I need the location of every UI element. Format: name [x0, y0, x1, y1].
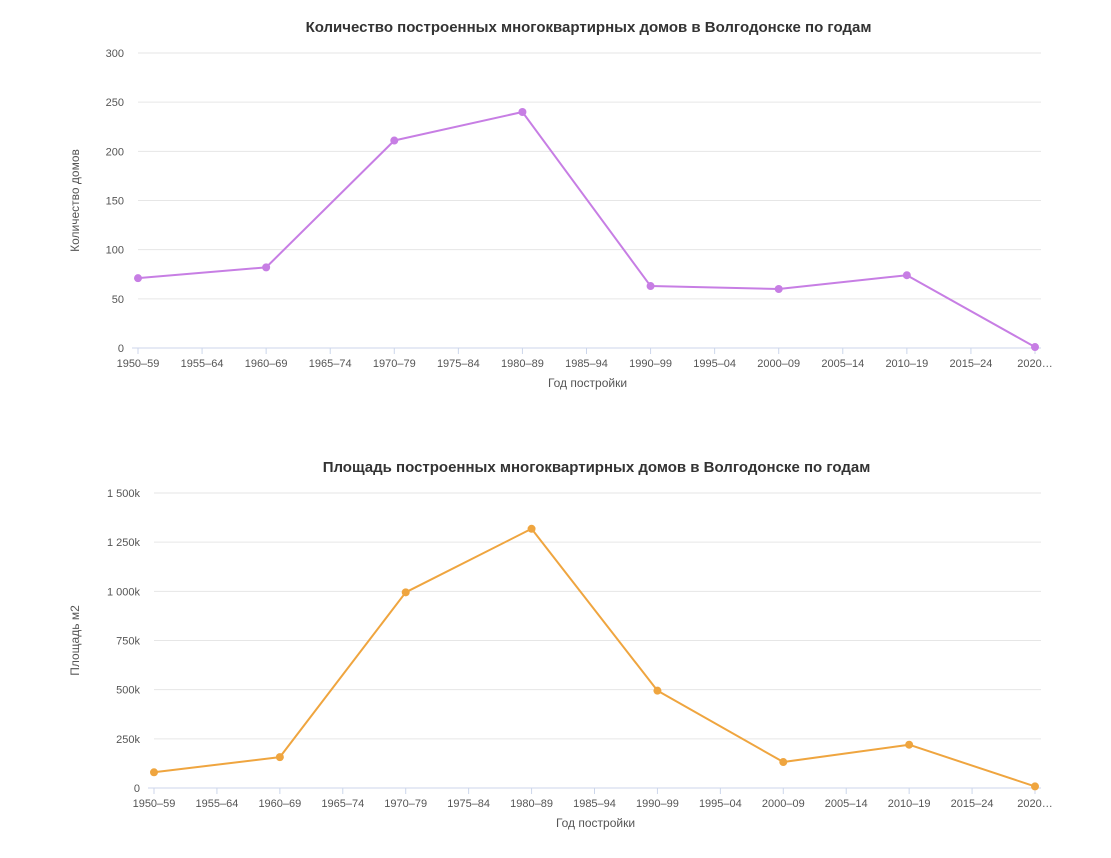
area-data-point[interactable]: [779, 758, 788, 767]
area-x-axis-title: Год постройки: [556, 816, 635, 830]
area-ytick-label: 1 500k: [107, 488, 141, 500]
area-data-point[interactable]: [150, 768, 158, 777]
chart-area-svg: Площадь построенных многоквартирных домо…: [68, 459, 1053, 830]
count-xtick-label: 2020…: [1017, 358, 1052, 370]
area-data-point[interactable]: [527, 524, 536, 533]
count-ytick-label: 0: [118, 343, 124, 355]
area-xtick-label: 2020…: [1017, 798, 1052, 810]
count-data-point[interactable]: [1031, 343, 1039, 352]
count-xtick-label: 1955–64: [181, 358, 224, 370]
area-xtick-label: 2015–24: [951, 798, 994, 810]
area-ytick-label: 250k: [116, 734, 140, 746]
count-xtick-label: 2000–09: [757, 358, 800, 370]
chart-count-svg: Количество построенных многоквартирных д…: [68, 19, 1053, 390]
count-x-axis-title: Год постройки: [548, 376, 627, 390]
count-xtick-label: 1985–94: [565, 358, 608, 370]
area-ytick-label: 0: [134, 783, 140, 795]
area-ytick-label: 1 250k: [107, 537, 141, 549]
area-title: Площадь построенных многоквартирных домо…: [323, 459, 871, 476]
count-xtick-label: 1950–59: [117, 358, 160, 370]
count-xtick-label: 1965–74: [309, 358, 352, 370]
count-data-point[interactable]: [518, 108, 527, 116]
chart-area: Площадь построенных многоквартирных домо…: [0, 440, 1111, 858]
area-xtick-label: 2000–09: [762, 798, 805, 810]
count-series-line: [137, 111, 1036, 348]
chart-count: Количество построенных многоквартирных д…: [0, 0, 1111, 420]
count-ytick-label: 300: [106, 48, 124, 60]
area-ytick-label: 500k: [116, 685, 140, 697]
area-ytick-label: 750k: [116, 636, 140, 648]
count-xtick-label: 1960–69: [245, 358, 288, 370]
area-xtick-label: 2005–14: [825, 798, 868, 810]
count-xtick-label: 2015–24: [950, 358, 993, 370]
area-xtick-label: 1965–74: [321, 798, 364, 810]
count-xtick-label: 1975–84: [437, 358, 480, 370]
area-xtick-label: 1990–99: [636, 798, 679, 810]
count-data-point[interactable]: [646, 282, 655, 291]
count-ytick-label: 200: [106, 146, 124, 158]
count-ytick-label: 100: [106, 245, 124, 257]
count-y-axis-title: Количество домов: [68, 149, 82, 252]
area-data-point[interactable]: [1031, 782, 1039, 791]
area-xtick-label: 1980–89: [510, 798, 553, 810]
count-xtick-label: 2010–19: [885, 358, 928, 370]
count-xtick-label: 1980–89: [501, 358, 544, 370]
count-xtick-label: 1990–99: [629, 358, 672, 370]
area-series-line: [153, 527, 1036, 788]
area-xtick-label: 1955–64: [196, 798, 239, 810]
area-xtick-label: 1950–59: [133, 798, 176, 810]
area-xtick-label: 1960–69: [258, 798, 301, 810]
area-data-point[interactable]: [401, 588, 410, 597]
count-ytick-label: 250: [106, 97, 124, 109]
area-data-point[interactable]: [275, 753, 284, 762]
count-data-point[interactable]: [902, 271, 911, 280]
area-ytick-label: 1 000k: [107, 586, 141, 598]
area-xtick-label: 1995–04: [699, 798, 742, 810]
area-data-point[interactable]: [905, 740, 914, 749]
area-xtick-label: 1970–79: [384, 798, 427, 810]
count-title: Количество построенных многоквартирных д…: [306, 19, 872, 36]
count-data-point[interactable]: [390, 136, 399, 145]
count-data-point[interactable]: [262, 263, 271, 272]
count-xtick-label: 1995–04: [693, 358, 736, 370]
area-y-axis-title: Площадь м2: [68, 605, 82, 676]
area-data-point[interactable]: [653, 686, 662, 695]
count-xtick-label: 2005–14: [821, 358, 864, 370]
area-xtick-label: 1985–94: [573, 798, 616, 810]
count-xtick-label: 1970–79: [373, 358, 416, 370]
count-ytick-label: 50: [112, 294, 124, 306]
area-xtick-label: 1975–84: [447, 798, 490, 810]
count-data-point[interactable]: [774, 285, 783, 293]
count-data-point[interactable]: [134, 274, 142, 283]
area-xtick-label: 2010–19: [888, 798, 931, 810]
count-ytick-label: 150: [106, 196, 124, 208]
